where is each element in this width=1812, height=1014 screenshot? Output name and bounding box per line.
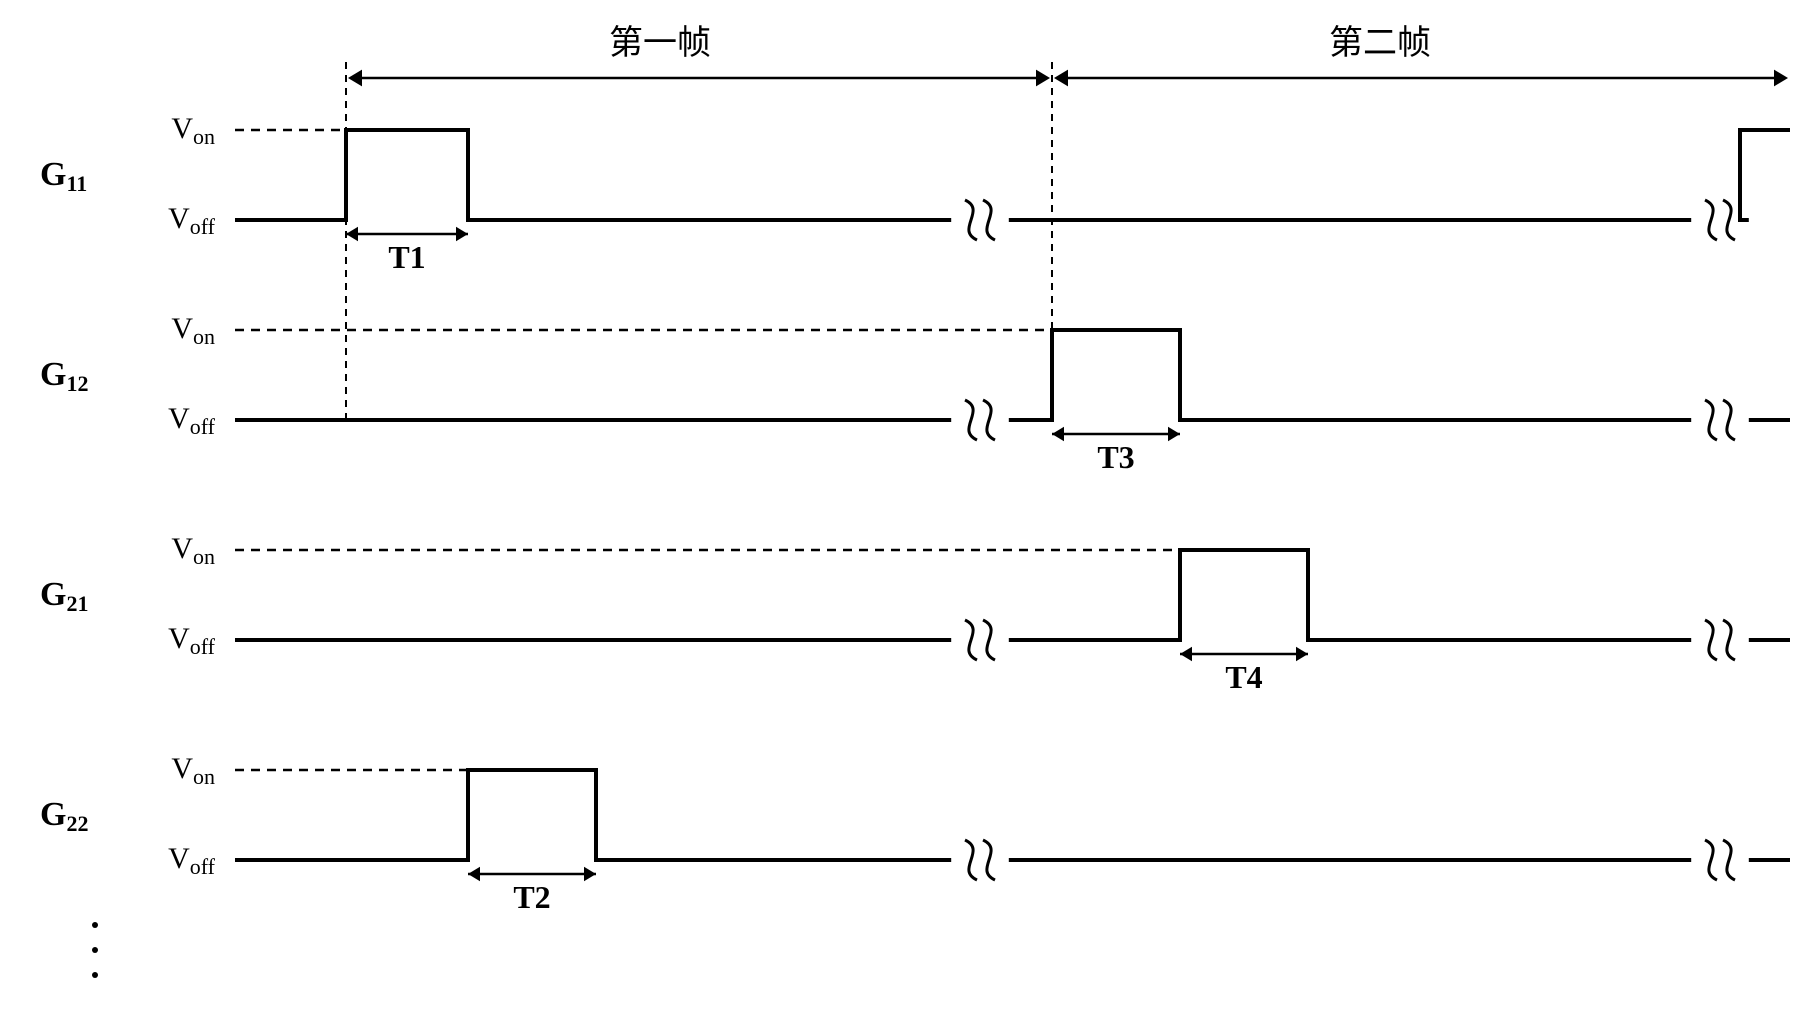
svg-text:T1: T1 [388, 239, 425, 275]
svg-text:Von: Von [171, 112, 215, 149]
svg-text:Von: Von [171, 752, 215, 789]
svg-text:第一帧: 第一帧 [609, 24, 711, 62]
signal-G11: G11 Von Voff T1 [40, 112, 1790, 275]
svg-text:Voff: Voff [168, 842, 216, 879]
svg-text:第二帧: 第二帧 [1329, 24, 1431, 62]
svg-text:T2: T2 [513, 879, 550, 915]
signal-G21: G21 Von Voff T4 [40, 532, 1790, 695]
svg-text:Von: Von [171, 532, 215, 569]
svg-text:Von: Von [171, 312, 215, 349]
svg-text:G11: G11 [40, 156, 87, 196]
svg-text:Voff: Voff [168, 622, 216, 659]
signal-G22: G22 Von Voff T2 [40, 752, 1790, 915]
svg-text:G22: G22 [40, 796, 88, 836]
svg-text:G21: G21 [40, 576, 88, 616]
svg-text:Voff: Voff [168, 402, 216, 439]
svg-text:T3: T3 [1097, 439, 1134, 475]
svg-text:Voff: Voff [168, 202, 216, 239]
timing-diagram: 第一帧 第二帧 G11 Von Voff T1 G12 Von Voff T3 G21 Von Voff… [20, 20, 1812, 994]
svg-text:T4: T4 [1225, 659, 1262, 695]
svg-text:G12: G12 [40, 356, 88, 396]
signal-G12: G12 Von Voff T3 [40, 312, 1790, 475]
